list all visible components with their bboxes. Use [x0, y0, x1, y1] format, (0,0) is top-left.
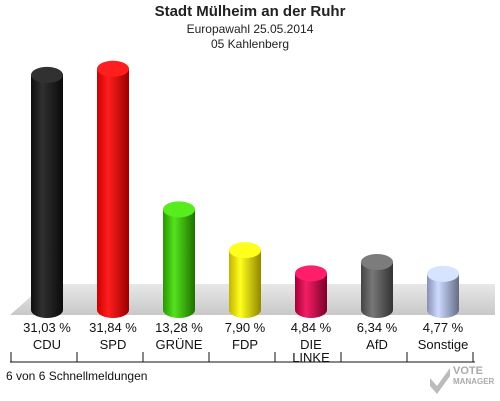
category-label-line: DIE	[300, 337, 322, 352]
chart-subtitle-election: Europawahl 25.05.2014	[186, 22, 314, 36]
logo-text-vote: VOTE	[453, 365, 483, 377]
bar-body	[229, 250, 261, 318]
category-label: FDP	[212, 338, 278, 351]
bar-cap	[97, 60, 129, 77]
bar-cdu	[31, 66, 63, 318]
bar-cap	[229, 242, 261, 259]
vote-manager-logo: VOTE MANAGER	[428, 364, 498, 398]
bar-cap	[163, 201, 195, 218]
category-label: DIE LINKE	[278, 338, 344, 364]
value-label: 31,84 %	[89, 320, 137, 335]
category-label-line: SPD	[99, 337, 127, 352]
value-label: 4,77 %	[422, 320, 464, 335]
category-label: Sonstige	[410, 338, 476, 351]
bar-body	[31, 74, 63, 318]
value-label: 6,34 %	[356, 320, 398, 335]
category-label: SPD	[80, 338, 146, 351]
value-label: 7,90 %	[224, 320, 266, 335]
bar-grüne	[163, 201, 195, 318]
bar-spd	[97, 60, 129, 319]
bar-body	[163, 209, 195, 318]
bar-body	[361, 261, 393, 318]
chart-subtitle-district: 05 Kahlenberg	[210, 37, 290, 51]
bar-sonstige	[427, 265, 459, 318]
category-label: CDU	[14, 338, 80, 351]
bar-cap	[295, 265, 327, 282]
logo-check-icon	[430, 368, 450, 394]
category-label-line: GRÜNE	[155, 337, 203, 352]
bar-cap	[427, 265, 459, 282]
bar-fdp	[229, 242, 261, 318]
category-label-line: CDU	[32, 337, 62, 352]
bar-cap	[361, 253, 393, 270]
bar-die-linke	[295, 265, 327, 318]
category-label-line: LINKE	[292, 350, 330, 365]
bar-body	[295, 273, 327, 318]
status-text: 6 von 6 Schnellmeldungen	[6, 369, 148, 383]
logo-text-manager: MANAGER	[453, 377, 495, 386]
chart-title: Stadt Mülheim an der Ruhr	[154, 3, 346, 20]
category-label: GRÜNE	[146, 338, 212, 351]
bar-cap	[31, 66, 63, 83]
bar-body	[97, 68, 129, 319]
category-label-line: AfD	[366, 337, 388, 352]
category-label-line: Sonstige	[417, 337, 469, 352]
category-axis	[10, 352, 475, 363]
bar-afd	[361, 253, 393, 318]
value-label: 4,84 %	[290, 320, 332, 335]
value-label: 31,03 %	[23, 320, 71, 335]
bar-body	[427, 273, 459, 318]
bars-group	[31, 60, 459, 319]
category-label-line: FDP	[232, 337, 258, 352]
category-label: AfD	[344, 338, 410, 351]
value-label: 13,28 %	[155, 320, 203, 335]
